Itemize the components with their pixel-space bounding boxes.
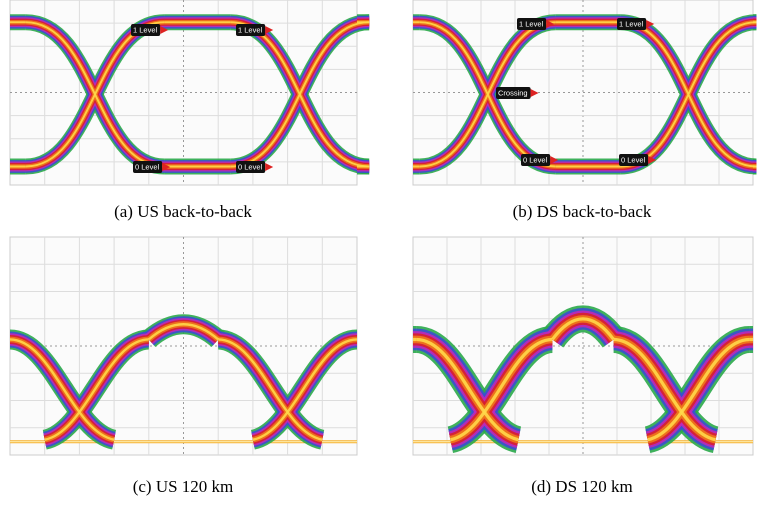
- level-marker: 0 Level: [521, 154, 559, 166]
- eye-panel: [8, 236, 359, 456]
- marker-box: [131, 24, 161, 36]
- marker-label: 1 Level: [238, 25, 263, 34]
- caption: (b) DS back-to-back: [513, 202, 652, 221]
- marker-label: Crossing: [498, 88, 528, 97]
- eye-trace: [647, 337, 750, 442]
- marker-arrow: [530, 89, 539, 97]
- marker-box: [617, 18, 647, 30]
- marker-box: [236, 161, 266, 173]
- eye-trace: [9, 338, 115, 441]
- marker-label: 1 Level: [619, 19, 644, 28]
- marker-label: 0 Level: [523, 155, 548, 164]
- marker-label: 0 Level: [238, 162, 263, 171]
- marker-arrow: [546, 20, 555, 28]
- marker-arrow: [648, 156, 657, 164]
- marker-box: [619, 154, 649, 166]
- eye-panel: 1 Level 1 Level 0 Level 0 Level: [9, 0, 370, 186]
- level-marker: 1 Level: [517, 18, 555, 30]
- eye-panel: [412, 236, 754, 456]
- eye-trace: [44, 338, 149, 441]
- eye-trace: [613, 337, 717, 442]
- marker-arrow: [160, 26, 169, 34]
- eye-trace: [416, 337, 519, 442]
- marker-label: 0 Level: [135, 162, 160, 171]
- level-marker: 1 Level: [131, 24, 169, 36]
- level-marker: 1 Level: [617, 18, 655, 30]
- caption: (c) US 120 km: [133, 477, 234, 496]
- eye-trace: [230, 21, 370, 168]
- eye-panel: 1 Level 1 Level Crossing 0 Level 0 Level: [412, 0, 758, 186]
- level-marker: 0 Level: [619, 154, 657, 166]
- eye-trace: [148, 323, 219, 341]
- level-marker: Crossing: [496, 87, 539, 99]
- eye-trace: [413, 317, 753, 342]
- eye-trace: [449, 337, 553, 442]
- marker-arrow: [265, 163, 274, 171]
- marker-arrow: [265, 26, 274, 34]
- marker-box: [496, 87, 531, 99]
- eye-trace: [252, 338, 358, 441]
- marker-box: [236, 24, 266, 36]
- marker-label: 0 Level: [621, 155, 646, 164]
- marker-box: [521, 154, 551, 166]
- level-marker: 0 Level: [236, 161, 274, 173]
- eye-trace: [218, 338, 323, 441]
- level-marker: 0 Level: [133, 161, 171, 173]
- marker-arrow: [646, 20, 655, 28]
- marker-label: 1 Level: [519, 19, 544, 28]
- marker-box: [517, 18, 547, 30]
- marker-box: [133, 161, 163, 173]
- marker-arrow: [550, 156, 559, 164]
- caption: (d) DS 120 km: [531, 477, 633, 496]
- caption: (a) US back-to-back: [114, 202, 252, 221]
- level-marker: 1 Level: [236, 24, 274, 36]
- marker-arrow: [162, 163, 171, 171]
- marker-label: 1 Level: [133, 25, 158, 34]
